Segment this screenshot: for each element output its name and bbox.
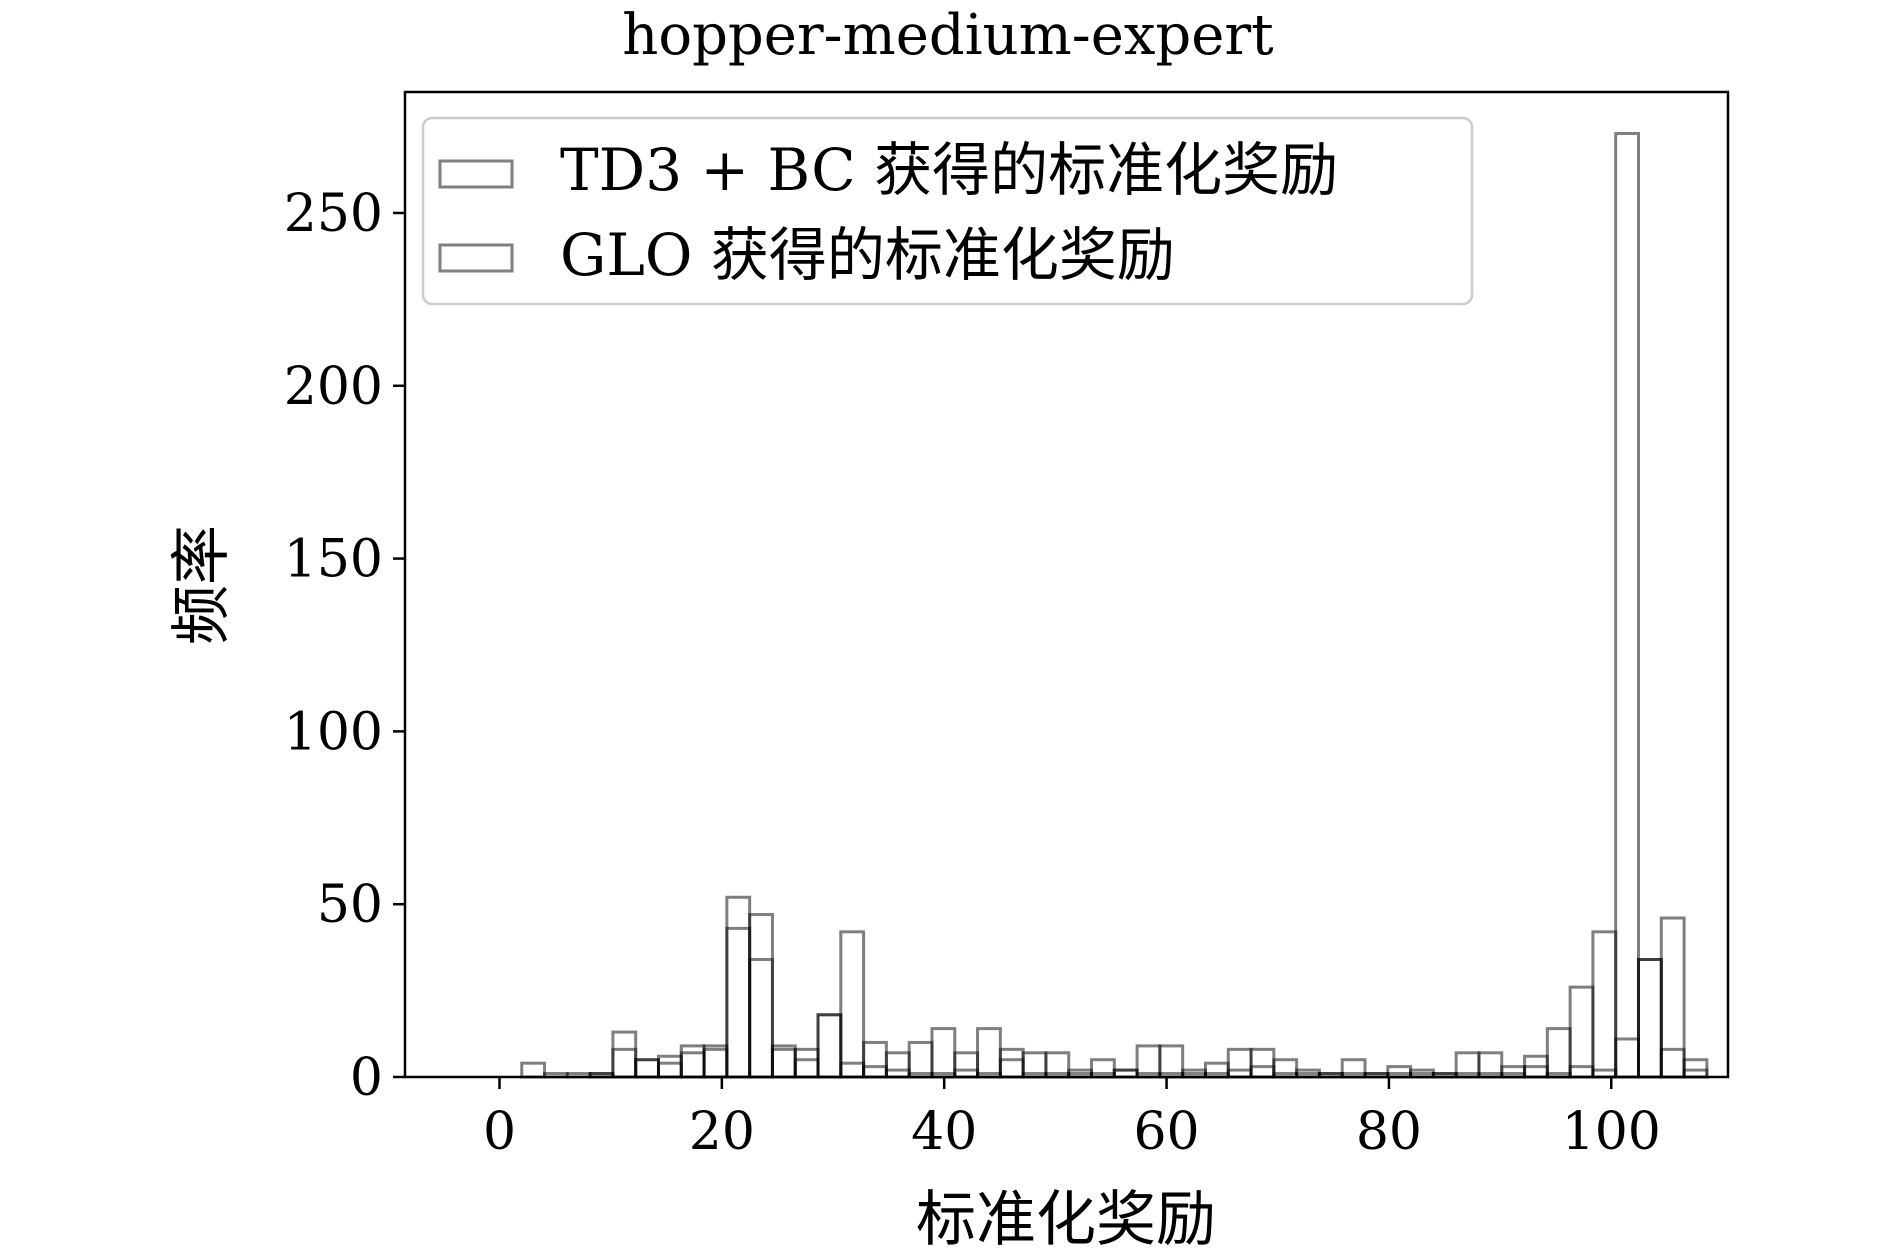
histogram-bar-series-1-bin-19 (953, 1051, 980, 1079)
x-tick-label: 100 (1562, 1102, 1661, 1162)
histogram-bar-series-1-bin-38 (1386, 1065, 1413, 1079)
legend-swatch-glo (438, 243, 514, 273)
histogram-bar-series-1-bin-31 (1226, 1047, 1253, 1079)
histogram-bar-series-1-bin-32 (1249, 1047, 1276, 1079)
y-tick-label: 150 (284, 530, 383, 590)
histogram-bar-series-1-bin-14 (839, 930, 866, 1079)
histogram-bar-series-1-bin-46 (1568, 985, 1595, 1079)
histogram-bar-series-1-bin-18 (930, 1027, 957, 1079)
histogram-bar-series-1-bin-16 (884, 1051, 911, 1079)
histogram-bar-series-0-bin-13 (816, 1013, 843, 1079)
x-tick-label: 20 (689, 1102, 755, 1162)
histogram-bar-series-0-bin-10 (748, 957, 774, 1079)
y-tick-label: 50 (317, 875, 383, 935)
y-axis-label: 频率 (167, 525, 237, 645)
histogram-bar-series-0-bin-48 (1614, 1037, 1640, 1079)
histogram-bar-series-1-bin-7 (679, 1044, 706, 1079)
y-tick-label: 200 (284, 357, 383, 417)
histogram-bar-series-0-bin-50 (1659, 1047, 1686, 1079)
histogram-bar-series-0-bin-9 (725, 926, 752, 1079)
chart-title: hopper-medium-expert (622, 3, 1274, 68)
histogram-bar-series-0-bin-14 (839, 1061, 866, 1079)
histogram-bar-series-0-bin-21 (998, 1058, 1025, 1079)
histogram-bar-series-1-bin-49 (1637, 957, 1663, 1079)
x-tick-label: 60 (1133, 1102, 1199, 1162)
histogram-bar-series-0-bin-4 (611, 1047, 638, 1079)
histogram-bar-series-1-bin-6 (656, 1054, 683, 1079)
legend-label-glo: GLO 获得的标准化奖励 (560, 221, 1175, 289)
histogram-bar-series-0-bin-5 (634, 1058, 660, 1079)
legend-box (421, 116, 1474, 306)
histogram-bar-series-1-bin-13 (816, 1013, 843, 1079)
y-tick-label: 100 (284, 702, 383, 762)
histogram-bar-series-1-bin-47 (1591, 930, 1618, 1079)
histogram-bar-series-0-bin-12 (793, 1058, 820, 1079)
x-tick-label: 80 (1356, 1102, 1422, 1162)
histogram-bar-series-1-bin-43 (1500, 1065, 1527, 1079)
histogram-bar-series-1-bin-0 (520, 1061, 547, 1079)
histogram-bar-series-1-bin-21 (998, 1047, 1025, 1079)
histogram-bar-series-1-bin-50 (1659, 916, 1686, 1079)
x-axis-label: 标准化奖励 (916, 1185, 1216, 1255)
axis-ticks: 0 20 40 60 80 100 0 50 100 150 200 250 (284, 184, 1661, 1162)
histogram-bar-series-0-bin-7 (679, 1051, 706, 1079)
histogram-bar-series-1-bin-45 (1545, 1027, 1572, 1079)
y-tick-label: 0 (350, 1048, 383, 1108)
histogram-bar-series-1-bin-5 (634, 1058, 660, 1079)
legend-label-td3bc: TD3 + BC 获得的标准化奖励 (560, 136, 1338, 204)
histogram-bar-series-0-bin-32 (1249, 1065, 1276, 1079)
histogram-bar-series-1-bin-4 (611, 1030, 638, 1079)
histogram-bar-series-1-bin-10 (748, 913, 774, 1079)
legend-swatch-td3bc (438, 159, 514, 189)
histogram-bar-series-0-bin-11 (770, 1047, 797, 1079)
histogram-bar-series-1-bin-17 (907, 1040, 934, 1079)
histogram-bar-series-0-bin-8 (702, 1047, 729, 1079)
legend: TD3 + BC 获得的标准化奖励 GLO 获得的标准化奖励 (421, 116, 1474, 306)
histogram-bar-series-1-bin-20 (976, 1027, 1002, 1079)
y-tick-label: 250 (284, 184, 383, 244)
histogram-bar-series-0-bin-44 (1523, 1065, 1549, 1079)
histogram-bar-series-1-bin-51 (1682, 1058, 1709, 1079)
histogram-bar-series-1-bin-48 (1614, 131, 1640, 1079)
histogram-bar-series-0-bin-6 (656, 1061, 683, 1079)
histogram-bar-series-0-bin-15 (862, 1065, 888, 1079)
x-tick-label: 40 (911, 1102, 977, 1162)
histogram-bar-series-1-bin-15 (862, 1040, 888, 1079)
histogram-bar-series-1-bin-9 (725, 895, 752, 1079)
plot-area-frame (403, 90, 1730, 1079)
histogram-bar-series-1-bin-12 (793, 1047, 820, 1079)
x-tick-label: 0 (483, 1102, 516, 1162)
histogram-bar-series-0-bin-49 (1637, 957, 1663, 1079)
histogram-bar-series-0-bin-46 (1568, 1065, 1595, 1079)
